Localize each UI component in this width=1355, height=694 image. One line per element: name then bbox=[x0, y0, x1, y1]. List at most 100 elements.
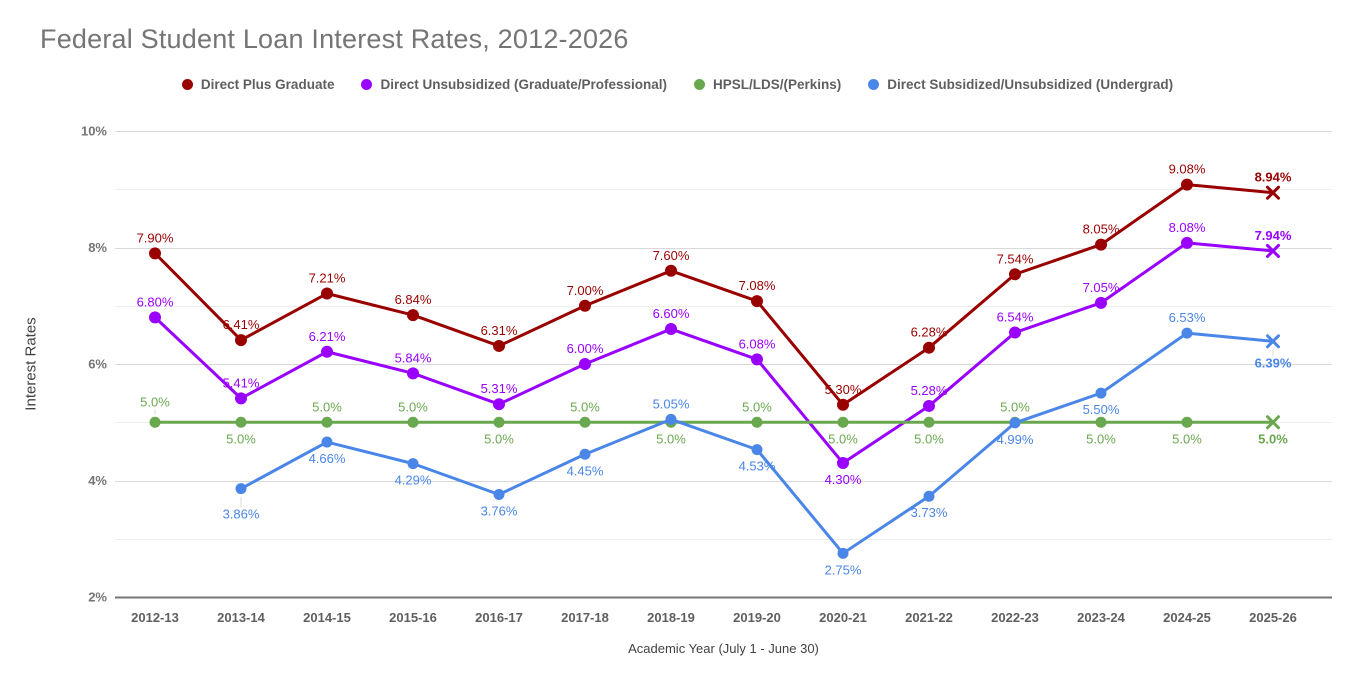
point-marker bbox=[1095, 238, 1107, 251]
point-marker bbox=[1095, 416, 1107, 428]
point-marker bbox=[235, 416, 247, 428]
data-label: 5.0% bbox=[1258, 431, 1288, 446]
legend-dot-icon bbox=[868, 79, 880, 90]
series-line-1 bbox=[153, 241, 1275, 465]
data-label: 6.39% bbox=[1255, 355, 1292, 370]
data-label: 9.08% bbox=[1169, 162, 1206, 177]
data-label: 3.73% bbox=[911, 505, 948, 520]
point-marker bbox=[665, 264, 677, 277]
x-tick-label: 2013-14 bbox=[217, 610, 265, 625]
point-marker bbox=[579, 358, 591, 370]
data-label: 7.08% bbox=[739, 278, 776, 293]
point-marker bbox=[923, 341, 935, 354]
legend-label: HPSL/LDS/(Perkins) bbox=[713, 77, 842, 92]
legend-item-hpsl-lds-perkins[interactable]: HPSL/LDS/(Perkins) bbox=[694, 77, 841, 92]
point-marker bbox=[1009, 326, 1021, 339]
x-tick-label: 2024-25 bbox=[1163, 610, 1211, 625]
point-marker bbox=[751, 353, 763, 366]
data-label: 6.54% bbox=[997, 310, 1034, 325]
data-label: 6.60% bbox=[653, 306, 690, 321]
point-marker bbox=[579, 416, 591, 428]
data-label: 4.45% bbox=[567, 463, 604, 478]
data-label: 4.66% bbox=[309, 451, 346, 466]
x-tick-label: 2016-17 bbox=[475, 610, 523, 625]
y-tick-label: 2% bbox=[88, 590, 107, 605]
data-label: 6.00% bbox=[567, 341, 604, 356]
data-label: 7.54% bbox=[997, 251, 1034, 266]
point-x-marker bbox=[1266, 243, 1280, 258]
legend-item-direct-plus-graduate[interactable]: Direct Plus Graduate bbox=[181, 77, 334, 92]
data-label: 5.0% bbox=[1000, 399, 1030, 414]
x-tick-label: 2019-20 bbox=[733, 610, 781, 625]
data-label: 5.31% bbox=[481, 381, 518, 396]
y-tick-label: 4% bbox=[88, 473, 107, 488]
data-label: 8.05% bbox=[1083, 222, 1120, 237]
legend-label: Direct Subsidized/Unsubsidized (Undergra… bbox=[887, 77, 1174, 92]
point-marker bbox=[579, 448, 591, 460]
point-marker bbox=[407, 367, 419, 380]
legend-item-direct-subsidized-undergrad[interactable]: Direct Subsidized/Unsubsidized (Undergra… bbox=[868, 77, 1173, 92]
point-marker bbox=[665, 413, 677, 425]
point-marker bbox=[407, 416, 419, 428]
y-tick-label: 10% bbox=[81, 124, 107, 139]
data-label: 5.0% bbox=[742, 399, 772, 414]
data-label: 2.75% bbox=[825, 562, 862, 577]
point-marker bbox=[923, 490, 935, 502]
data-label: 4.30% bbox=[825, 472, 862, 487]
data-label: 4.29% bbox=[395, 473, 432, 488]
data-label: 6.31% bbox=[481, 323, 518, 338]
point-marker bbox=[321, 436, 333, 448]
point-marker bbox=[235, 483, 247, 495]
point-x-marker bbox=[1266, 415, 1280, 430]
data-label: 6.28% bbox=[911, 325, 948, 340]
data-label: 7.05% bbox=[1083, 280, 1120, 295]
legend-item-direct-unsubsidized-grad[interactable]: Direct Unsubsidized (Graduate/Profession… bbox=[361, 77, 667, 92]
data-label: 7.90% bbox=[137, 230, 174, 245]
point-marker bbox=[751, 444, 763, 456]
point-marker bbox=[923, 416, 935, 428]
data-label: 5.0% bbox=[484, 431, 514, 446]
data-label: 6.41% bbox=[223, 317, 260, 332]
point-marker bbox=[235, 392, 247, 405]
x-tick-label: 2025-26 bbox=[1249, 610, 1297, 625]
x-axis-title: Academic Year (July 1 - June 30) bbox=[628, 641, 819, 656]
point-marker bbox=[149, 416, 161, 428]
x-tick-label: 2020-21 bbox=[819, 610, 867, 625]
data-label: 5.50% bbox=[1083, 402, 1120, 417]
point-x-marker bbox=[1266, 334, 1280, 349]
point-marker bbox=[1181, 236, 1193, 249]
y-tick-label: 6% bbox=[88, 357, 107, 372]
series-line-0 bbox=[153, 183, 1275, 407]
point-marker bbox=[1181, 178, 1193, 191]
data-label: 5.0% bbox=[1086, 431, 1116, 446]
point-marker bbox=[149, 247, 161, 260]
point-marker bbox=[235, 334, 247, 347]
point-marker bbox=[321, 287, 333, 300]
point-x-marker bbox=[1266, 185, 1280, 200]
legend-dot-icon bbox=[361, 79, 373, 90]
data-label: 7.21% bbox=[309, 271, 346, 286]
data-label: 8.94% bbox=[1255, 170, 1292, 185]
point-marker bbox=[493, 398, 505, 411]
data-label: 6.21% bbox=[309, 329, 346, 344]
point-marker bbox=[923, 399, 935, 412]
data-label: 5.0% bbox=[656, 431, 686, 446]
point-marker bbox=[1009, 268, 1021, 281]
data-label: 6.84% bbox=[395, 292, 432, 307]
point-marker bbox=[1009, 417, 1021, 429]
x-tick-label: 2014-15 bbox=[303, 610, 351, 625]
data-label: 5.0% bbox=[398, 399, 428, 414]
data-label: 5.28% bbox=[911, 383, 948, 398]
data-label: 4.99% bbox=[997, 432, 1034, 447]
point-marker bbox=[149, 311, 161, 324]
point-marker bbox=[665, 323, 677, 336]
data-label: 5.05% bbox=[653, 396, 690, 411]
point-marker bbox=[1181, 327, 1193, 339]
x-tick-label: 2023-24 bbox=[1077, 610, 1125, 625]
point-marker bbox=[407, 309, 419, 322]
data-label: 7.00% bbox=[567, 283, 604, 298]
legend-dot-icon bbox=[181, 79, 193, 90]
x-tick-label: 2018-19 bbox=[647, 610, 695, 625]
